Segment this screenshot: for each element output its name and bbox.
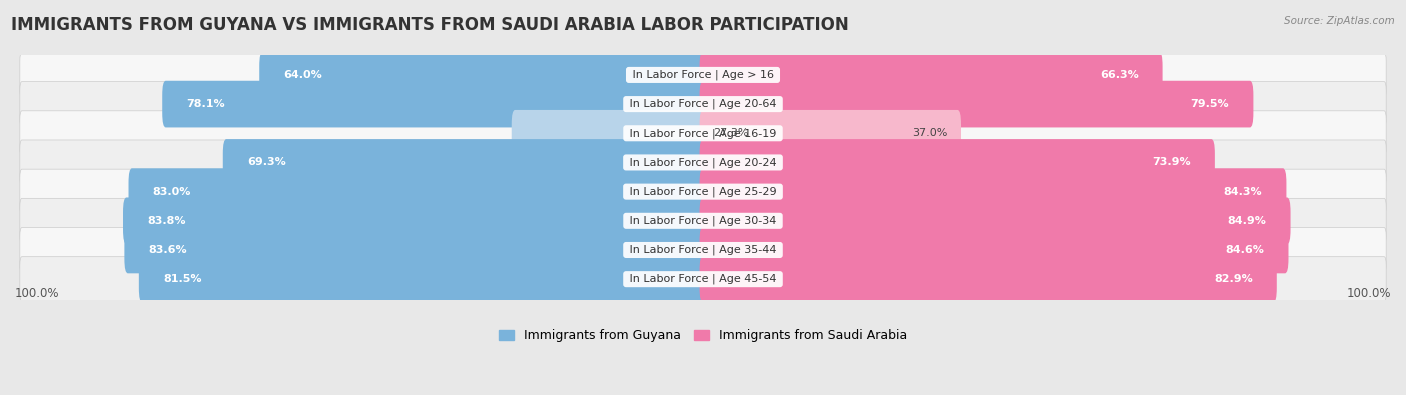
FancyBboxPatch shape <box>222 139 706 186</box>
FancyBboxPatch shape <box>700 110 960 157</box>
Text: 37.0%: 37.0% <box>912 128 948 138</box>
Text: 84.9%: 84.9% <box>1227 216 1267 226</box>
FancyBboxPatch shape <box>162 81 706 128</box>
FancyBboxPatch shape <box>20 198 1386 243</box>
Text: In Labor Force | Age 20-24: In Labor Force | Age 20-24 <box>626 157 780 168</box>
FancyBboxPatch shape <box>139 256 706 303</box>
Text: 84.6%: 84.6% <box>1226 245 1264 255</box>
Text: 73.9%: 73.9% <box>1152 158 1191 167</box>
FancyBboxPatch shape <box>124 227 706 273</box>
Text: In Labor Force | Age > 16: In Labor Force | Age > 16 <box>628 70 778 80</box>
FancyBboxPatch shape <box>700 256 1277 303</box>
FancyBboxPatch shape <box>700 198 1291 244</box>
Text: 83.6%: 83.6% <box>149 245 187 255</box>
Text: 84.3%: 84.3% <box>1223 186 1263 197</box>
Text: In Labor Force | Age 20-64: In Labor Force | Age 20-64 <box>626 99 780 109</box>
Text: In Labor Force | Age 16-19: In Labor Force | Age 16-19 <box>626 128 780 139</box>
Legend: Immigrants from Guyana, Immigrants from Saudi Arabia: Immigrants from Guyana, Immigrants from … <box>494 324 912 347</box>
FancyBboxPatch shape <box>20 53 1386 98</box>
FancyBboxPatch shape <box>700 168 1286 215</box>
FancyBboxPatch shape <box>700 139 1215 186</box>
FancyBboxPatch shape <box>700 81 1253 128</box>
FancyBboxPatch shape <box>20 169 1386 214</box>
FancyBboxPatch shape <box>512 110 706 157</box>
Text: 64.0%: 64.0% <box>284 70 322 80</box>
FancyBboxPatch shape <box>20 228 1386 273</box>
Text: 100.0%: 100.0% <box>15 287 59 299</box>
Text: 79.5%: 79.5% <box>1191 99 1229 109</box>
Text: 27.3%: 27.3% <box>713 128 749 138</box>
Text: 69.3%: 69.3% <box>247 158 285 167</box>
Text: 78.1%: 78.1% <box>187 99 225 109</box>
FancyBboxPatch shape <box>700 227 1288 273</box>
FancyBboxPatch shape <box>259 52 706 98</box>
Text: 81.5%: 81.5% <box>163 274 201 284</box>
Text: IMMIGRANTS FROM GUYANA VS IMMIGRANTS FROM SAUDI ARABIA LABOR PARTICIPATION: IMMIGRANTS FROM GUYANA VS IMMIGRANTS FRO… <box>11 16 849 34</box>
Text: 66.3%: 66.3% <box>1099 70 1139 80</box>
Text: In Labor Force | Age 25-29: In Labor Force | Age 25-29 <box>626 186 780 197</box>
FancyBboxPatch shape <box>20 111 1386 156</box>
Text: 100.0%: 100.0% <box>1347 287 1391 299</box>
FancyBboxPatch shape <box>700 52 1163 98</box>
FancyBboxPatch shape <box>128 168 706 215</box>
Text: In Labor Force | Age 45-54: In Labor Force | Age 45-54 <box>626 274 780 284</box>
FancyBboxPatch shape <box>20 140 1386 185</box>
Text: 82.9%: 82.9% <box>1213 274 1253 284</box>
Text: In Labor Force | Age 30-34: In Labor Force | Age 30-34 <box>626 216 780 226</box>
Text: 83.0%: 83.0% <box>153 186 191 197</box>
Text: 83.8%: 83.8% <box>148 216 186 226</box>
Text: In Labor Force | Age 35-44: In Labor Force | Age 35-44 <box>626 245 780 255</box>
FancyBboxPatch shape <box>122 198 706 244</box>
FancyBboxPatch shape <box>20 257 1386 302</box>
FancyBboxPatch shape <box>20 82 1386 126</box>
Text: Source: ZipAtlas.com: Source: ZipAtlas.com <box>1284 16 1395 26</box>
